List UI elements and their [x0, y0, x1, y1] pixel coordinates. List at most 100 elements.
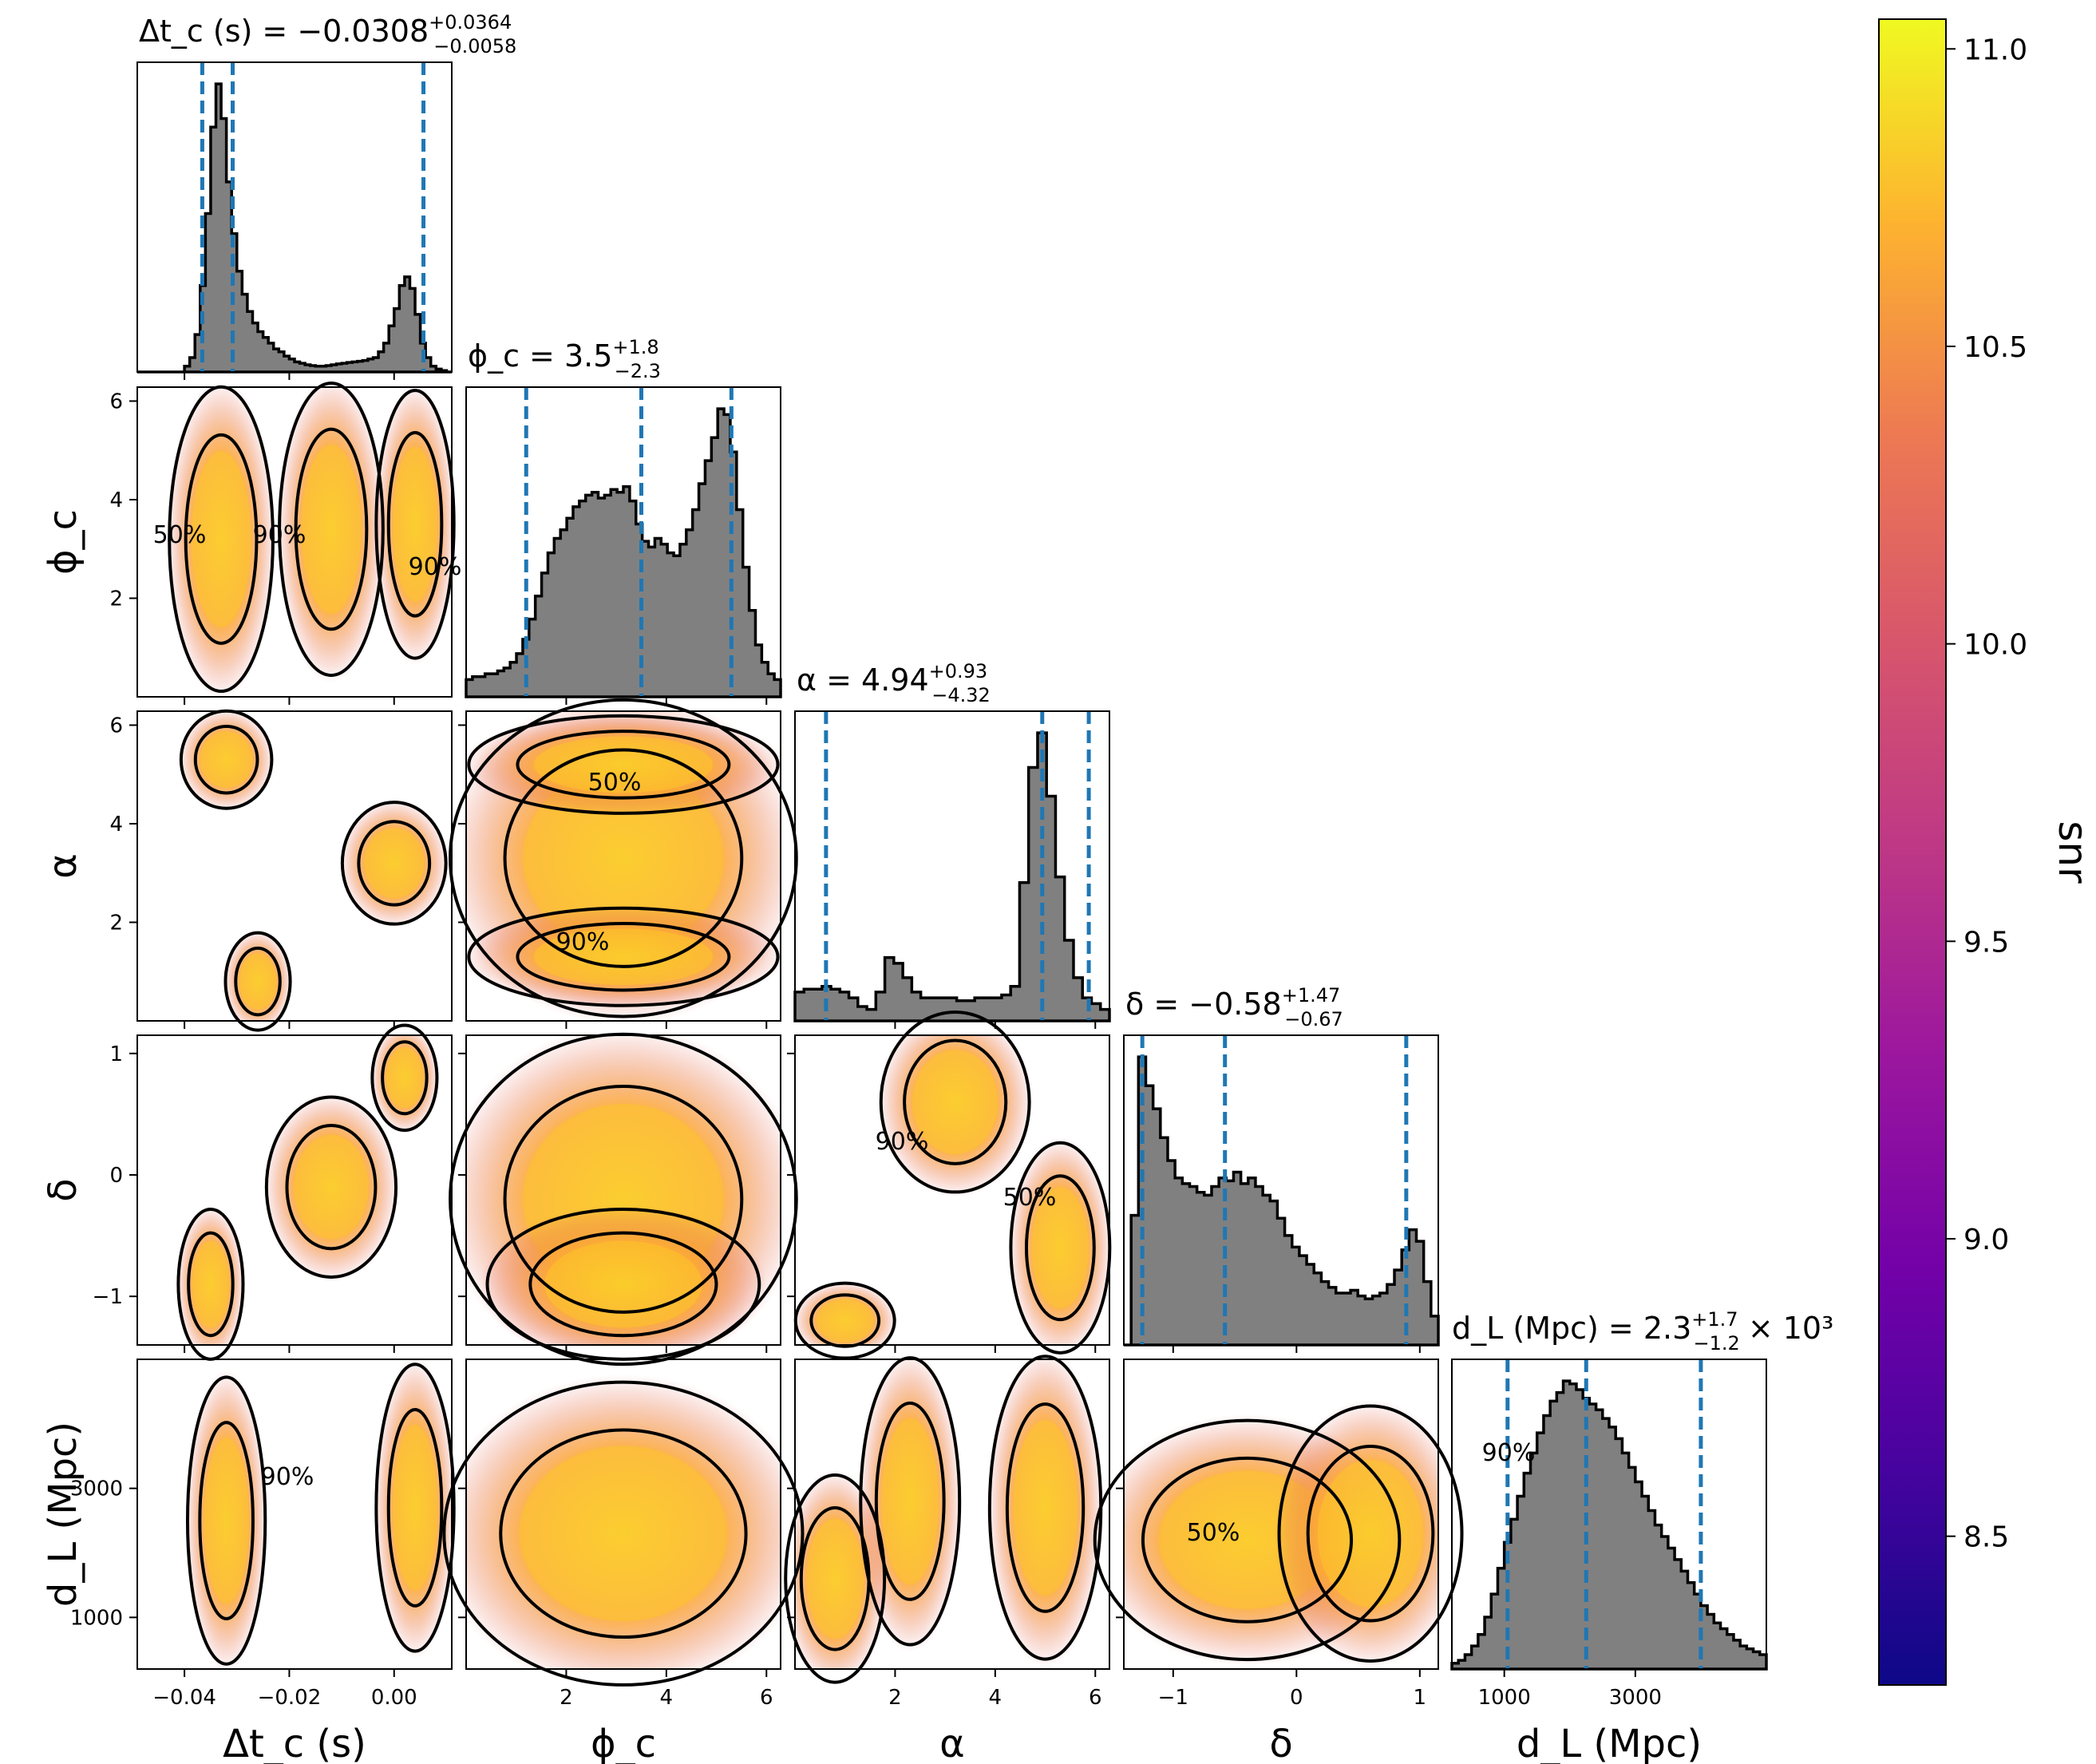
panel-frame [136, 386, 453, 698]
scatter-panel-alpha-vs-dtc [137, 711, 452, 1021]
scatter-panel-delta-vs-alpha [795, 1035, 1109, 1345]
density-core [1013, 1420, 1078, 1596]
contour-90 [449, 1032, 798, 1367]
snr-colorbar: 8.5 9.0 9.5 10.0 10.5 11.0 snr [1878, 18, 2096, 1686]
density-core [239, 953, 277, 1010]
colorbar-tick-label: 10.5 [1964, 331, 2027, 364]
density-core [816, 1299, 874, 1343]
density-core [364, 828, 425, 899]
contour-50 [193, 724, 259, 795]
density-core [200, 731, 253, 789]
contour-90 [278, 381, 385, 678]
y-tick-label: 0 [109, 1164, 123, 1188]
contour-50 [294, 427, 369, 631]
contour-90 [1093, 1418, 1402, 1662]
axis-label-delta: δ [41, 1178, 85, 1201]
density-core [392, 1424, 438, 1591]
density-core [294, 1134, 369, 1240]
title-delta: δ = −0.58+1.47 −0.67 [1125, 984, 1343, 1030]
y-tick-label: 1 [109, 1042, 123, 1066]
scatter-layer [137, 387, 1438, 1669]
histogram-dl [1450, 1379, 1768, 1671]
density-core [881, 1418, 939, 1584]
density-core [301, 445, 362, 615]
contour-50 [198, 1421, 255, 1621]
text-layer: −0.04 −0.02 0.00 2 4 6 2 4 6 −1 0 1 1000 3000 2 4 6 2 4 6 −1… [41, 11, 1833, 1764]
contour-50 [386, 431, 444, 618]
axis-label-dl: d_L (Mpc) [1517, 1722, 1702, 1764]
contour-90 [374, 389, 456, 660]
contour-90 [223, 931, 292, 1032]
panel-frame [1451, 1359, 1767, 1670]
contour-90 [784, 1473, 887, 1684]
x-tick-label: 2 [560, 1686, 573, 1710]
contour-90 [1277, 1404, 1464, 1663]
contour-90 [185, 1375, 267, 1666]
contour-50 [1141, 1456, 1354, 1624]
contour-50 [499, 1428, 748, 1639]
contour-label: 90% [876, 1128, 929, 1156]
y-tick-label: 2 [109, 587, 123, 611]
x-tick-label: 4 [660, 1686, 674, 1710]
panel-frames [129, 61, 1767, 1677]
histogram-layer [137, 62, 1768, 1671]
contour-50 [528, 1231, 718, 1338]
contour-50 [516, 730, 731, 800]
x-tick-label: 3000 [1609, 1686, 1662, 1710]
axis-label-delta: δ [1269, 1722, 1292, 1764]
x-tick-label: 4 [989, 1686, 1003, 1710]
panel-frame [136, 710, 453, 1022]
histogram-delta [1124, 1055, 1440, 1347]
x-tick-label: 1000 [1478, 1686, 1531, 1710]
x-tick-label: 1 [1414, 1686, 1427, 1710]
scatter-panel-delta-vs-phic [466, 1035, 781, 1345]
contour-label: 90% [409, 553, 462, 581]
density-core [392, 446, 438, 603]
histogram-phic [465, 407, 782, 698]
x-tick-label: −0.02 [258, 1686, 322, 1710]
density-core [806, 1518, 864, 1639]
contour-50 [285, 1124, 378, 1251]
contour-50 [503, 748, 744, 968]
panel-frame [794, 710, 1110, 1022]
scatter-panel-dl-vs-dtc [137, 1359, 452, 1669]
panel-frame [136, 1034, 453, 1346]
panel-frame [465, 1359, 781, 1670]
scatter-panel-dl-vs-delta [1124, 1359, 1438, 1669]
y-tick-label: 6 [109, 714, 123, 738]
axis-label-phic: ϕ_c [41, 509, 85, 575]
contour-label: 50% [1003, 1184, 1057, 1212]
y-tick-label: 1000 [70, 1606, 123, 1630]
contour-layer: 50% 90% 90% 50% 90% 90% 50% 50% 90% 90% [153, 381, 1535, 1687]
panel-frame [1123, 1034, 1439, 1346]
contour-50 [187, 1231, 235, 1338]
title-dtc: Δt_c (s) = −0.0308+0.0364 −0.0058 [139, 11, 516, 57]
contour-50 [1005, 1402, 1086, 1613]
colorbar-tick-label: 8.5 [1964, 1521, 2009, 1554]
colorbar-tick-label: 9.5 [1964, 926, 2009, 959]
panel-frame [136, 1359, 453, 1670]
density-core [386, 1047, 424, 1109]
contour-90 [467, 714, 780, 815]
x-tick-label: 0 [1290, 1686, 1303, 1710]
x-tick-label: 0.00 [371, 1686, 417, 1710]
axis-label-alpha: α [41, 853, 85, 879]
density-core [192, 1240, 230, 1328]
contour-label: 50% [1187, 1519, 1240, 1547]
contour-50 [799, 1506, 871, 1651]
panel-frame [1123, 1359, 1439, 1670]
panel-frame [465, 1034, 781, 1346]
density-core [191, 451, 251, 627]
x-tick-label: −0.04 [152, 1686, 216, 1710]
colorbar-tick-label: 9.0 [1964, 1224, 2009, 1256]
panel-frame [465, 386, 781, 698]
colorbar-tick-label: 10.0 [1964, 629, 2027, 662]
contour-label: 50% [588, 769, 642, 797]
contour-label: 90% [253, 521, 306, 549]
title-alpha: α = 4.94+0.93 −4.32 [797, 660, 991, 706]
contour-label: 90% [556, 928, 610, 956]
title-dl: d_L (Mpc) = 2.3+1.7 −1.2 × 10³ [1452, 1308, 1833, 1355]
contour-90 [264, 1095, 398, 1279]
y-tick-label: 2 [109, 911, 123, 935]
contour-90 [467, 906, 780, 1007]
